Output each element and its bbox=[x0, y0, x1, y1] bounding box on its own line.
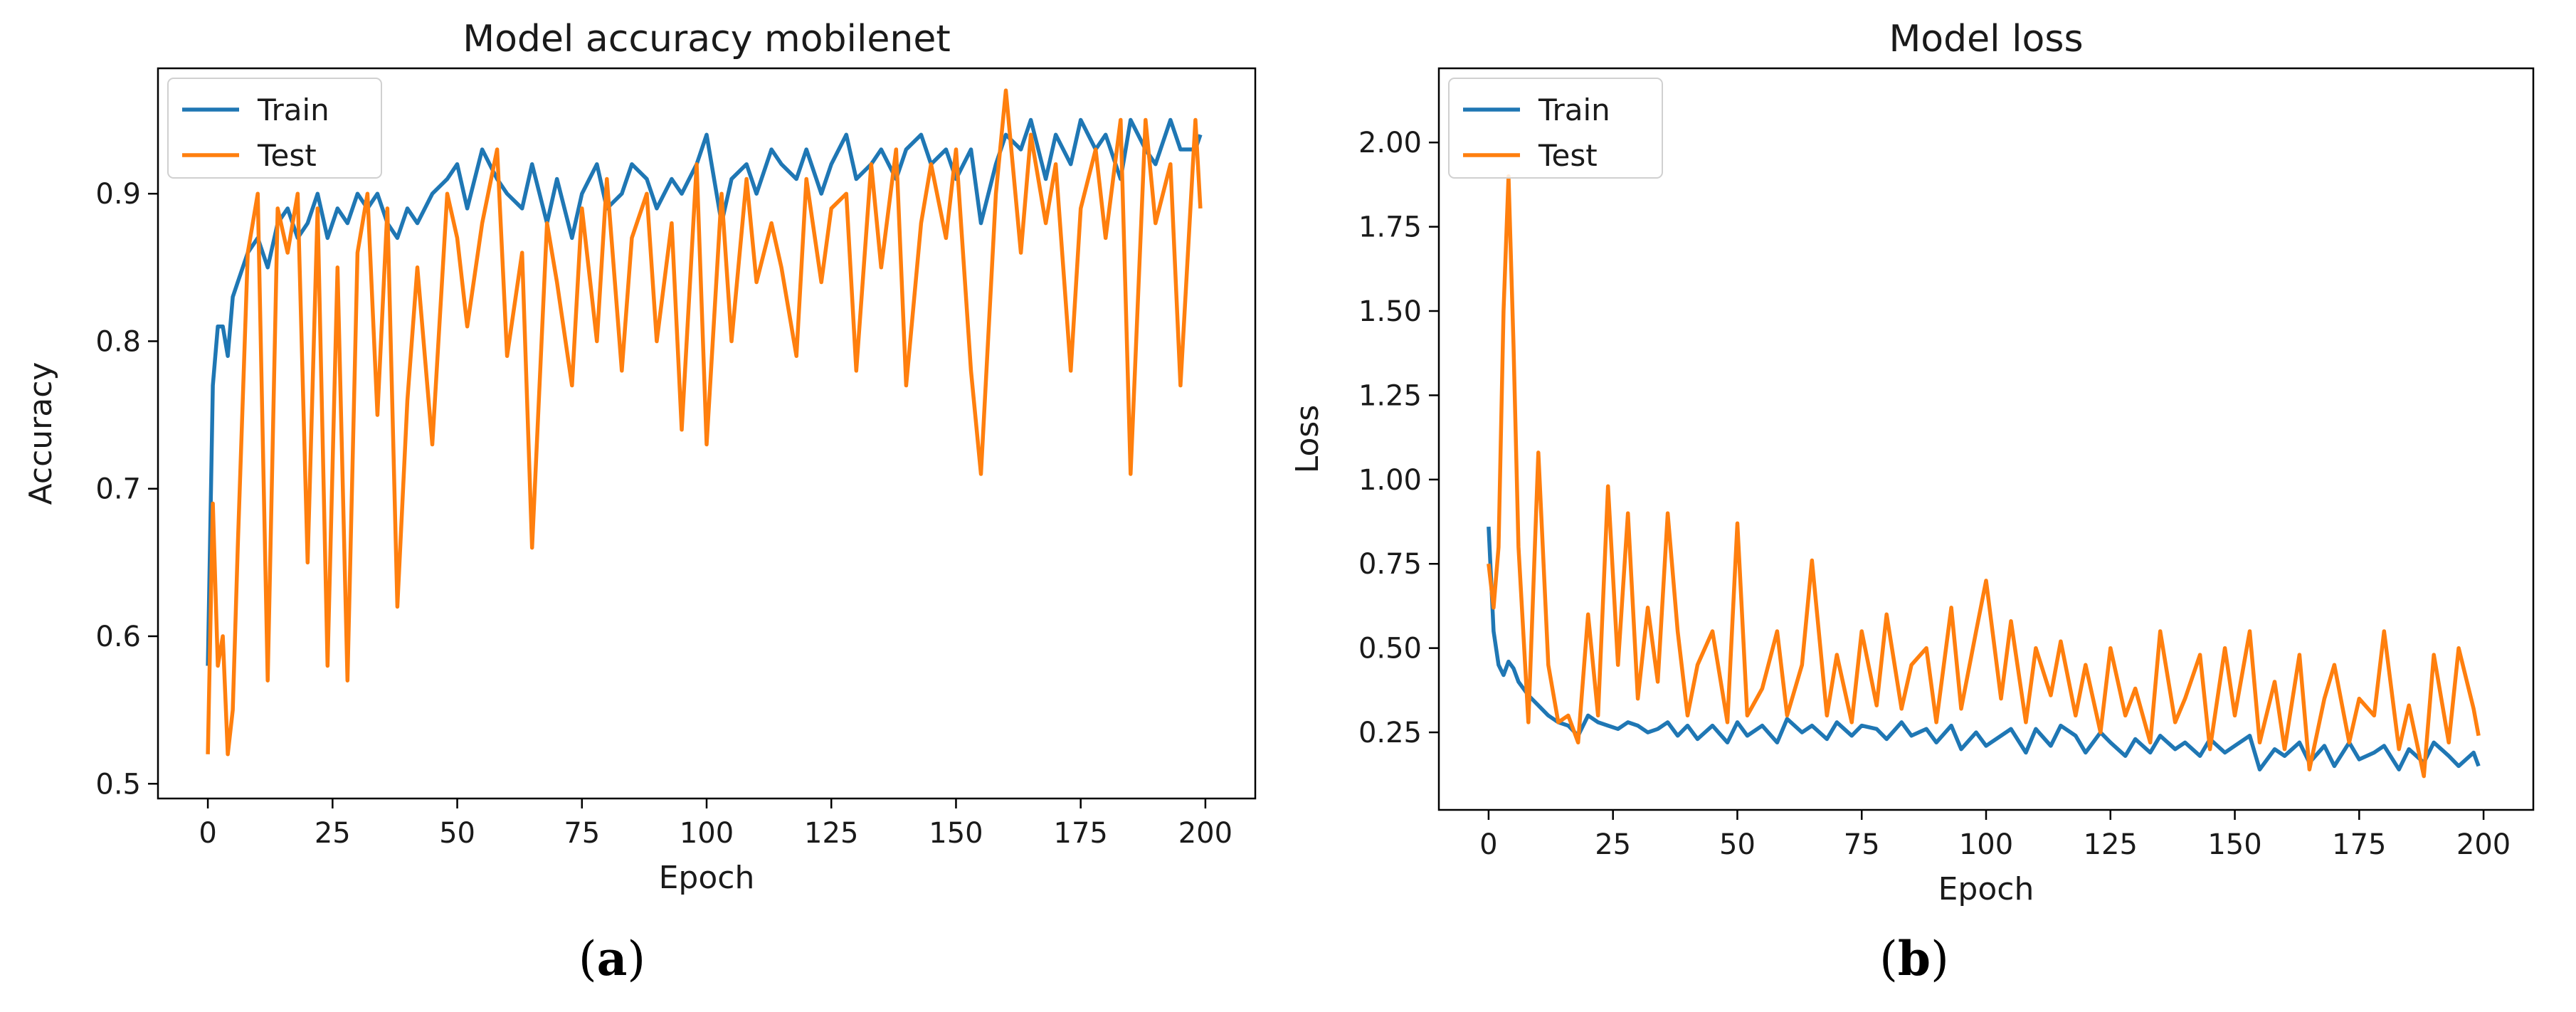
series-line-test bbox=[1487, 174, 2481, 779]
legend-label-train: Train bbox=[1538, 93, 1610, 127]
series-line-test bbox=[206, 88, 1203, 757]
accuracy-chart: Model accuracy mobilenet 0 25 50 75 100 125 150… bbox=[23, 18, 1257, 986]
legend: Train Test bbox=[167, 78, 382, 179]
legend-box bbox=[167, 78, 382, 179]
x-tick-label: 200 bbox=[1178, 817, 1232, 850]
y-tick-label: 0.25 bbox=[1358, 717, 1422, 749]
series-line-train bbox=[1487, 526, 2481, 771]
y-tick-label: 0.7 bbox=[95, 473, 141, 506]
x-tick-label: 175 bbox=[1054, 817, 1108, 850]
x-axis-label: Epoch bbox=[659, 860, 755, 896]
x-tick-label: 75 bbox=[1844, 828, 1880, 861]
x-tick-label: 125 bbox=[804, 817, 858, 850]
panel-label: (a) bbox=[579, 931, 645, 986]
x-tick-label: 175 bbox=[2332, 828, 2386, 861]
legend-box bbox=[1448, 78, 1663, 179]
x-tick-label: 150 bbox=[2207, 828, 2261, 861]
series-lines bbox=[1487, 174, 2481, 779]
y-tick-label: 0.8 bbox=[95, 325, 141, 358]
y-tick-label: 0.9 bbox=[95, 178, 141, 211]
x-tick-label: 150 bbox=[929, 817, 983, 850]
x-tick-label: 25 bbox=[315, 817, 351, 850]
y-tick-label: 0.5 bbox=[95, 768, 141, 801]
x-tick-label: 0 bbox=[199, 817, 216, 850]
loss-chart: Model loss 0 25 50 75 100 125 150 175 200 0.25 0.50… bbox=[1289, 18, 2535, 986]
y-axis-label: Accuracy bbox=[23, 362, 59, 505]
x-tick-label: 100 bbox=[1959, 828, 2013, 861]
x-tick-label: 75 bbox=[564, 817, 600, 850]
y-tick-label: 1.00 bbox=[1358, 464, 1422, 497]
x-tick-label: 200 bbox=[2456, 828, 2511, 861]
series-line-train bbox=[206, 117, 1203, 666]
series-lines bbox=[206, 88, 1203, 757]
legend: Train Test bbox=[1448, 78, 1663, 179]
y-tick-label: 0.75 bbox=[1358, 548, 1422, 581]
x-axis-label: Epoch bbox=[1938, 871, 2034, 907]
plot-frame bbox=[1437, 67, 2535, 811]
x-tick-label: 125 bbox=[2084, 828, 2138, 861]
x-tick-label: 25 bbox=[1595, 828, 1631, 861]
legend-label-test: Test bbox=[1538, 138, 1598, 173]
x-tick-label: 100 bbox=[680, 817, 734, 850]
x-tick-label: 50 bbox=[1719, 828, 1756, 861]
x-tick-label: 0 bbox=[1479, 828, 1497, 861]
panel-label: (b) bbox=[1879, 931, 1949, 986]
y-axis-label: Loss bbox=[1289, 405, 1326, 474]
chart-title: Model accuracy mobilenet bbox=[463, 18, 951, 60]
y-tick-label: 0.6 bbox=[95, 621, 141, 653]
legend-label-train: Train bbox=[257, 93, 329, 127]
chart-title: Model loss bbox=[1889, 18, 2083, 60]
y-tick-label: 1.50 bbox=[1358, 295, 1422, 328]
legend-label-test: Test bbox=[257, 138, 317, 173]
x-tick-label: 50 bbox=[439, 817, 475, 850]
y-tick-label: 0.50 bbox=[1358, 633, 1422, 665]
y-tick-label: 2.00 bbox=[1358, 127, 1422, 159]
y-tick-label: 1.75 bbox=[1358, 211, 1422, 244]
y-tick-label: 1.25 bbox=[1358, 379, 1422, 412]
